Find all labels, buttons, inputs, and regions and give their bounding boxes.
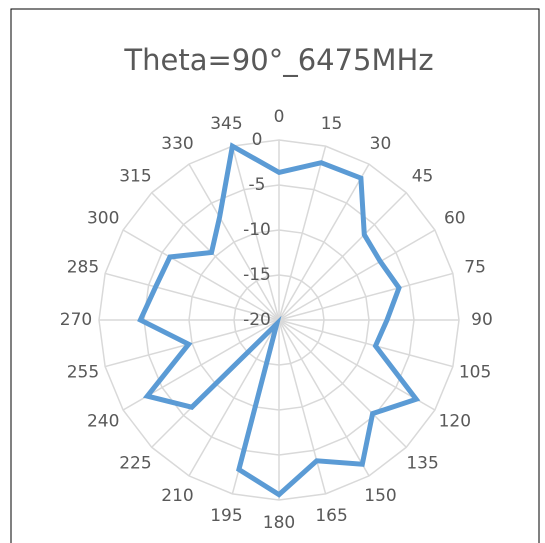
category-label: 255: [67, 363, 99, 383]
spoke: [278, 145, 327, 321]
spoke: [278, 319, 454, 368]
spoke: [231, 145, 280, 321]
category-label: 75: [464, 257, 486, 277]
series-line: [137, 142, 421, 498]
category-label: 165: [315, 506, 347, 526]
spoke: [122, 229, 280, 321]
category-label: 15: [321, 114, 343, 134]
category-label: 60: [444, 209, 466, 229]
spoke: [151, 192, 280, 321]
category-label: 285: [67, 257, 99, 277]
spoke: [278, 319, 327, 495]
spoke: [278, 319, 407, 448]
category-label: 315: [119, 166, 151, 186]
spoke: [278, 163, 370, 321]
radial-tick-label: 0: [252, 130, 263, 150]
category-label: 345: [210, 114, 242, 134]
category-label: 180: [263, 513, 295, 533]
radial-tick-label: -20: [243, 310, 271, 330]
category-label: 135: [406, 454, 438, 474]
spoke: [188, 163, 280, 321]
spoke: [278, 229, 436, 321]
chart-title: Theta=90°_6475MHz: [123, 43, 433, 77]
spoke: [278, 319, 370, 477]
spoke: [278, 319, 436, 411]
category-label: 90: [471, 310, 493, 330]
radial-tick-label: -5: [249, 175, 266, 195]
category-label: 210: [161, 486, 193, 506]
radial-tick-label: -15: [243, 265, 271, 285]
category-label: 105: [459, 363, 491, 383]
spoke: [278, 192, 407, 321]
category-label: 150: [364, 486, 396, 506]
category-label: 120: [439, 412, 471, 432]
spoke: [278, 272, 454, 321]
category-label: 30: [370, 134, 392, 154]
spoke: [188, 319, 280, 477]
spoke: [104, 272, 280, 321]
category-label: 270: [60, 310, 92, 330]
category-label: 300: [87, 209, 119, 229]
category-label: 45: [412, 166, 434, 186]
category-label: 0: [274, 107, 285, 127]
category-label: 330: [161, 134, 193, 154]
radial-tick-label: -10: [243, 220, 271, 240]
category-label: 195: [210, 506, 242, 526]
category-label: 225: [119, 454, 151, 474]
category-label: 240: [87, 412, 119, 432]
